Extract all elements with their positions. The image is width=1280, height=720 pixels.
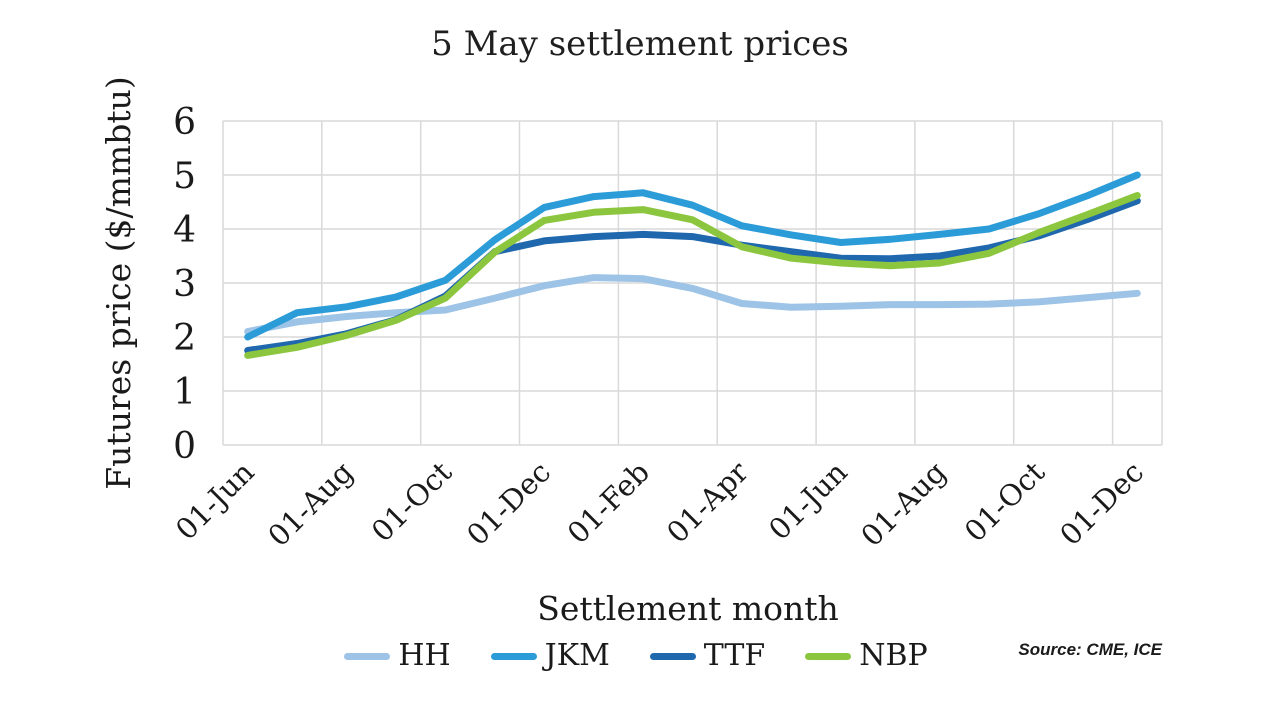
gridlines — [222, 120, 1163, 446]
y-tick-label: 0 — [173, 426, 196, 467]
y-tick-label: 2 — [173, 318, 196, 359]
x-tick-label: 01-Jun — [762, 455, 854, 547]
x-axis-tick-labels: 01-Jun 01-Aug 01-Oct 01-Dec 01-Feb 01-Apr 01-J… — [169, 455, 1150, 553]
series-line-jkm — [244, 171, 1141, 341]
series-line-nbp — [244, 192, 1141, 359]
x-tick-label: 01-Oct — [365, 455, 459, 549]
x-tick-label: 01-Aug — [261, 455, 359, 553]
legend-label: TTF — [703, 638, 766, 673]
legend-swatch-ttf — [649, 652, 696, 660]
x-tick-label: 01-Oct — [958, 455, 1052, 549]
chart-legend: HH JKM TTF NBP — [0, 636, 1272, 676]
y-tick-label: 5 — [173, 156, 196, 197]
legend-label: HH — [398, 638, 451, 673]
x-tick-label: 01-Dec — [460, 455, 557, 552]
chart-title: 5 May settlement prices — [431, 24, 849, 64]
legend-swatch-jkm — [490, 652, 537, 660]
series-line-hh — [244, 274, 1141, 336]
x-tick-label: 01-Jun — [169, 455, 261, 547]
x-tick-label: 01-Feb — [561, 455, 656, 550]
x-tick-label: 01-Apr — [660, 455, 755, 550]
legend-label: NBP — [859, 638, 928, 673]
y-tick-label: 3 — [173, 264, 196, 305]
x-axis-title: Settlement month — [537, 589, 839, 628]
series-lines — [244, 171, 1141, 359]
x-tick-label: 01-Aug — [854, 455, 952, 553]
legend-item-nbp: NBP — [805, 638, 928, 673]
legend-item-jkm: JKM — [490, 638, 610, 673]
legend-item-ttf: TTF — [649, 638, 766, 673]
legend-swatch-nbp — [805, 652, 852, 660]
y-axis-tick-labels: 0 1 2 3 4 5 6 — [173, 102, 196, 467]
y-axis-title: Futures price ($/mmbtu) — [99, 76, 138, 489]
y-tick-label: 1 — [173, 372, 196, 413]
y-tick-label: 6 — [173, 102, 196, 143]
x-tick-label: 01-Dec — [1053, 455, 1150, 552]
legend-swatch-hh — [344, 652, 391, 660]
legend-item-hh: HH — [344, 638, 451, 673]
legend-label: JKM — [544, 638, 610, 673]
y-tick-label: 4 — [173, 210, 196, 251]
source-note: Source: CME, ICE — [1018, 640, 1162, 659]
